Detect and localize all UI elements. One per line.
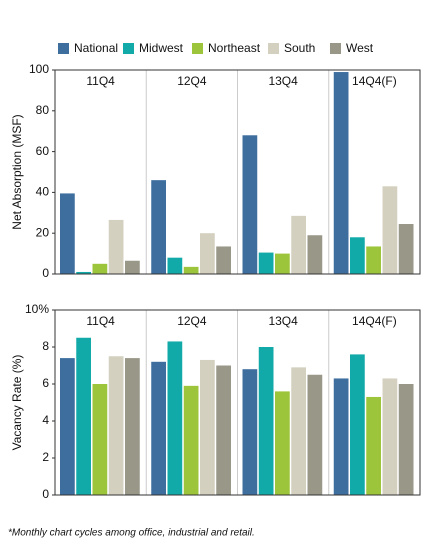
bar xyxy=(366,246,381,274)
y-tick-label: 60 xyxy=(36,144,50,158)
bar xyxy=(258,252,274,274)
bar xyxy=(60,193,75,274)
bar xyxy=(200,359,215,495)
bar xyxy=(258,347,274,495)
y-tick-label: 20 xyxy=(36,225,50,239)
bar xyxy=(307,374,323,495)
footnote: *Monthly chart cycles among office, indu… xyxy=(8,528,255,539)
y-tick-label: 2 xyxy=(42,450,49,464)
bar xyxy=(350,237,365,274)
y-tick-label: 100 xyxy=(29,62,49,76)
plot-frame xyxy=(54,309,421,496)
bar xyxy=(125,260,140,274)
bar xyxy=(108,219,124,274)
bar xyxy=(382,186,398,274)
bar xyxy=(275,391,290,495)
legend-label: South xyxy=(284,41,315,55)
y-axis-title: Net Absorption (MSF) xyxy=(10,114,24,229)
bar xyxy=(275,253,290,274)
bar xyxy=(216,246,231,274)
bar xyxy=(151,361,166,495)
legend-label: National xyxy=(74,41,118,55)
bar xyxy=(108,356,124,495)
bar xyxy=(382,378,398,495)
bar xyxy=(76,337,91,495)
bar xyxy=(125,358,140,495)
bar xyxy=(242,135,258,274)
bar xyxy=(167,257,183,274)
y-tick-label: 0 xyxy=(42,487,49,501)
bar xyxy=(216,365,231,495)
group-label: 13Q4 xyxy=(268,74,298,88)
bar xyxy=(333,378,349,495)
bar xyxy=(350,354,365,495)
y-axis-title: Vacancy Rate (%) xyxy=(10,355,24,451)
y-tick-label: 80 xyxy=(36,103,50,117)
bar xyxy=(291,367,306,495)
bar xyxy=(167,341,183,495)
bar xyxy=(200,233,215,274)
legend-swatch xyxy=(123,43,134,54)
bar xyxy=(60,358,75,495)
bar xyxy=(92,263,108,274)
legend-label: West xyxy=(346,41,374,55)
group-label: 12Q4 xyxy=(177,74,207,88)
bar xyxy=(398,384,414,495)
group-label: 12Q4 xyxy=(177,314,207,328)
bar xyxy=(242,369,258,495)
bar xyxy=(307,235,323,274)
legend-label: Midwest xyxy=(139,41,184,55)
group-label: 11Q4 xyxy=(86,74,115,88)
bar xyxy=(183,266,199,274)
plot-frame xyxy=(54,69,421,275)
legend-swatch xyxy=(330,43,341,54)
y-tick-label: 10% xyxy=(25,302,49,316)
y-tick-label: 40 xyxy=(36,185,50,199)
legend-swatch xyxy=(58,43,69,54)
group-label: 14Q4(F) xyxy=(352,74,397,88)
group-label: 13Q4 xyxy=(268,314,298,328)
bar xyxy=(398,224,414,274)
bar xyxy=(92,384,108,495)
y-tick-label: 0 xyxy=(42,266,49,280)
group-label: 14Q4(F) xyxy=(352,314,397,328)
bar xyxy=(76,271,91,274)
bar xyxy=(333,72,349,274)
legend-label: Northeast xyxy=(208,41,261,55)
group-label: 11Q4 xyxy=(86,314,115,328)
legend-swatch xyxy=(192,43,203,54)
y-tick-label: 6 xyxy=(42,376,49,390)
bar xyxy=(366,396,381,495)
y-tick-label: 4 xyxy=(42,413,49,427)
bar xyxy=(151,180,166,274)
bar xyxy=(183,385,199,495)
legend-swatch xyxy=(268,43,279,54)
bar xyxy=(291,215,306,274)
y-tick-label: 8 xyxy=(42,339,49,353)
